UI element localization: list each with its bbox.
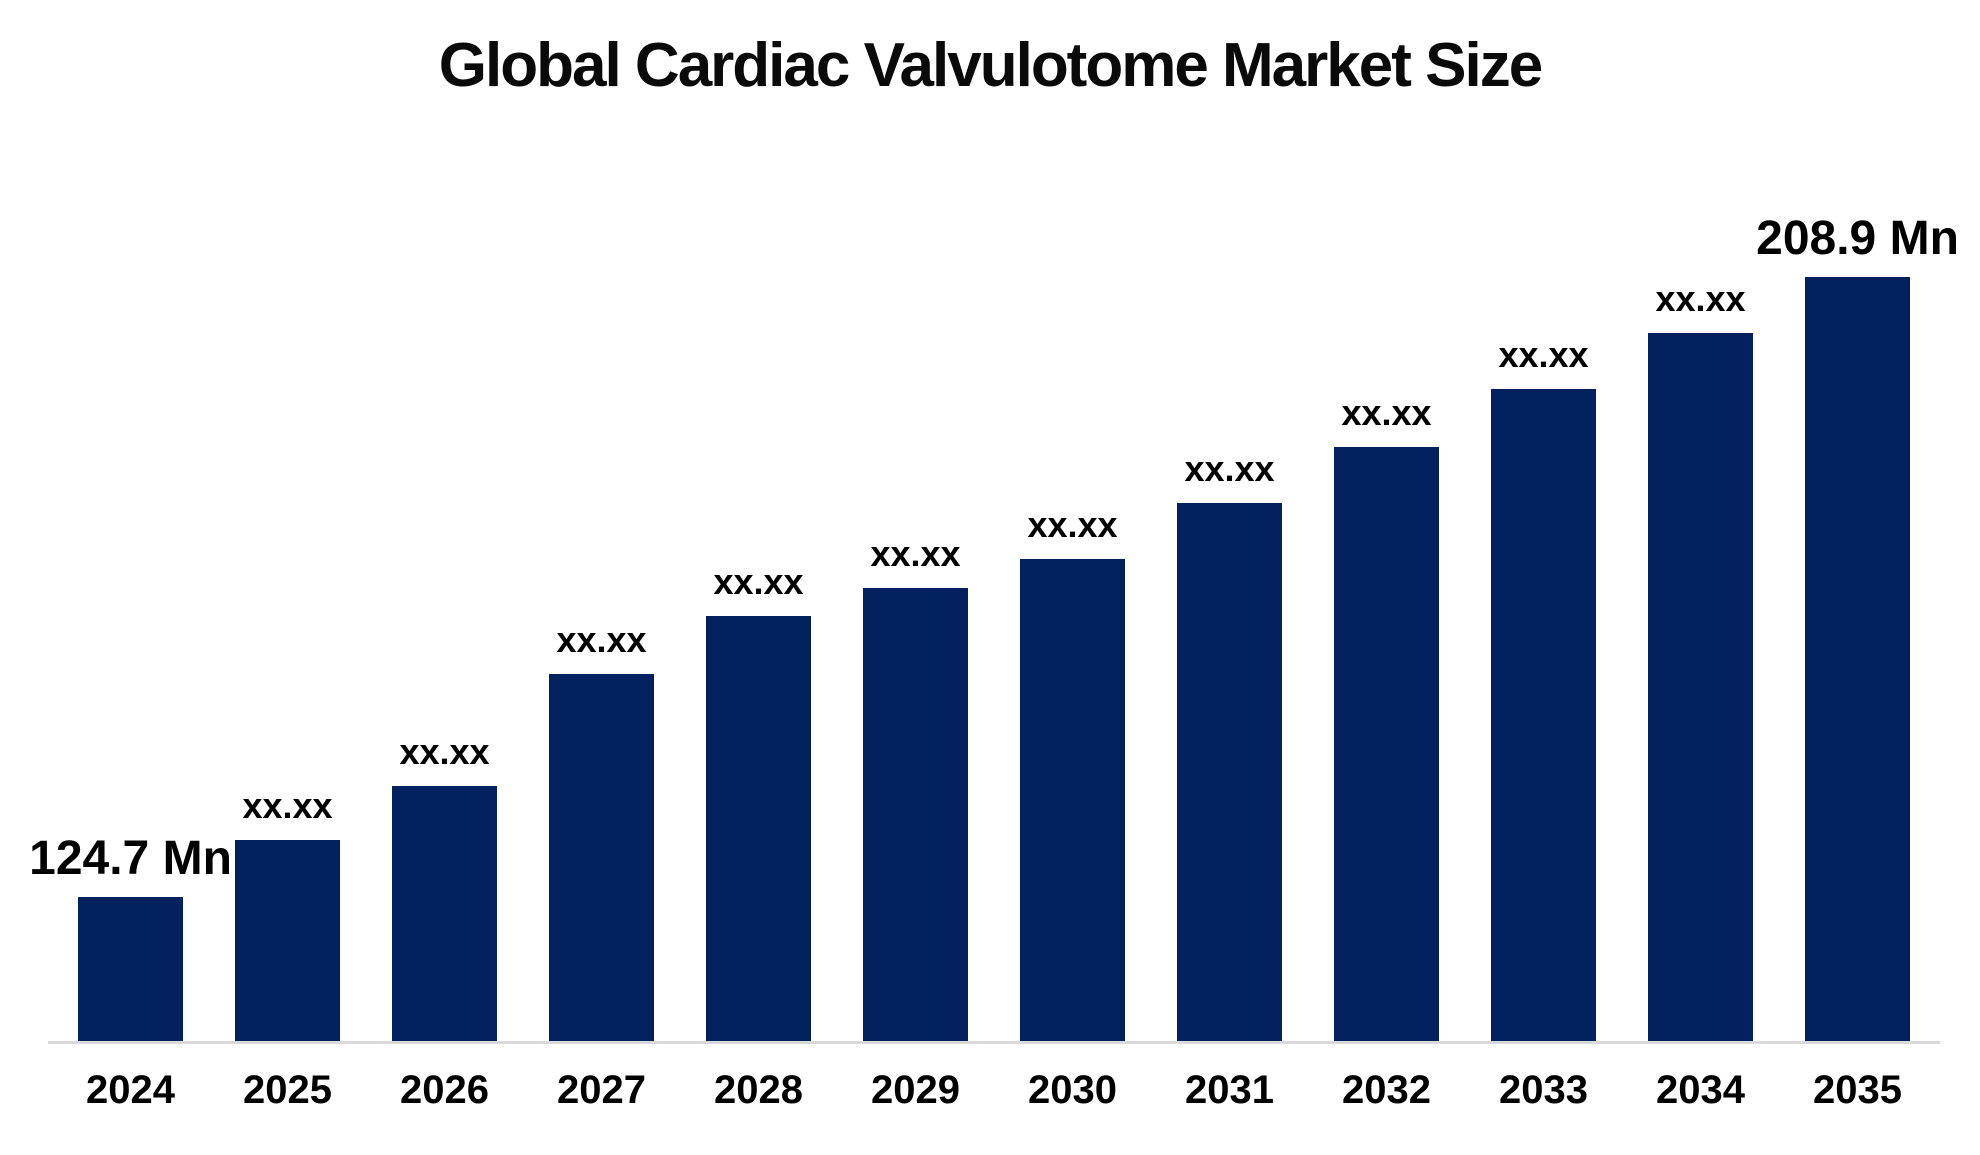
bar-column: 208.9 Mn	[1756, 215, 1959, 1043]
bar-column: xx.xx	[209, 788, 366, 1043]
bar-column: xx.xx	[1622, 281, 1779, 1043]
bar-value-label: xx.xx	[1184, 448, 1275, 489]
bar	[863, 588, 968, 1043]
bar-column: xx.xx	[366, 734, 523, 1043]
x-axis-tick-label: 2028	[714, 1068, 803, 1112]
bar-value-label: xx.xx	[870, 533, 961, 574]
bar-value-label: xx.xx	[1498, 334, 1589, 375]
bar	[78, 897, 183, 1043]
bar-column: xx.xx	[837, 536, 994, 1043]
bar-column: xx.xx	[1308, 395, 1465, 1043]
x-axis-tick-label: 2033	[1499, 1068, 1588, 1112]
bar-value-label: xx.xx	[1655, 278, 1746, 319]
bar	[1334, 447, 1439, 1043]
bar	[1805, 277, 1910, 1043]
bar-value-label: xx.xx	[1341, 392, 1432, 433]
bar-column: 124.7 Mn	[29, 835, 232, 1043]
x-axis-line	[48, 1041, 1940, 1044]
chart-title: Global Cardiac Valvulotome Market Size	[438, 31, 1543, 100]
x-axis-tick-label: 2025	[243, 1068, 332, 1112]
bar-value-label: xx.xx	[242, 785, 333, 826]
bar-value-label: 208.9 Mn	[1756, 212, 1959, 265]
bar-value-label: xx.xx	[1027, 504, 1118, 545]
bar	[549, 674, 654, 1043]
bar-value-label: xx.xx	[399, 731, 490, 772]
bar	[235, 840, 340, 1043]
x-axis-tick-label: 2027	[557, 1068, 646, 1112]
bar-value-label: xx.xx	[556, 619, 647, 660]
bar	[1491, 389, 1596, 1043]
x-axis-tick-label: 2035	[1813, 1068, 1902, 1112]
bar-column: xx.xx	[523, 622, 680, 1043]
x-axis-tick-label: 2029	[871, 1068, 960, 1112]
bar-value-label: xx.xx	[713, 561, 804, 602]
bar	[1020, 559, 1125, 1043]
bar-column: xx.xx	[994, 507, 1151, 1043]
bar-value-label: 124.7 Mn	[29, 832, 232, 885]
bar-column: xx.xx	[1465, 337, 1622, 1043]
bar-plot-area: 124.7 Mn xx.xx xx.xx xx.xx xx.xx xx.xx x…	[29, 215, 1959, 1043]
x-axis-tick-label: 2024	[86, 1068, 175, 1112]
x-axis-tick-label: 2034	[1656, 1068, 1745, 1112]
bar-column: xx.xx	[680, 564, 837, 1043]
x-axis-tick-label: 2026	[400, 1068, 489, 1112]
x-axis-tick-label: 2030	[1028, 1068, 1117, 1112]
bar	[1648, 333, 1753, 1043]
bar	[392, 786, 497, 1043]
bar-column: xx.xx	[1151, 451, 1308, 1043]
x-axis-tick-label: 2032	[1342, 1068, 1431, 1112]
x-axis-tick-row: 2024 2025 2026 2027 2028 2029 2030 2031 …	[52, 1068, 1936, 1113]
bar	[706, 616, 811, 1043]
bar	[1177, 503, 1282, 1043]
x-axis-tick-label: 2031	[1185, 1068, 1274, 1112]
